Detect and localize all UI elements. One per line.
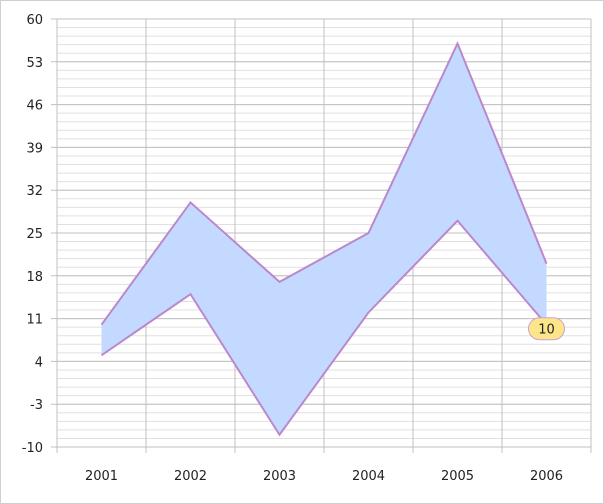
x-tick-label: 2003 bbox=[263, 469, 296, 484]
y-tick-label: 46 bbox=[26, 99, 43, 114]
y-tick-label: 39 bbox=[26, 141, 43, 156]
data-label-bubble bbox=[528, 317, 565, 341]
y-tick-label: 4 bbox=[35, 355, 43, 370]
y-tick-label: 53 bbox=[26, 56, 43, 71]
y-tick-label: 11 bbox=[26, 313, 43, 328]
y-tick-label: 60 bbox=[26, 13, 43, 28]
high-series-line bbox=[100, 40, 548, 326]
low-series-line bbox=[100, 219, 548, 437]
y-tick-label: 25 bbox=[26, 227, 43, 242]
y-tick-label: 32 bbox=[26, 184, 43, 199]
x-tick-label: 2005 bbox=[441, 469, 474, 484]
data-label: 10 bbox=[538, 323, 555, 338]
x-tick-label: 2002 bbox=[174, 469, 207, 484]
x-tick-label: 2006 bbox=[530, 469, 563, 484]
range-area-fill bbox=[101, 43, 547, 435]
y-tick-label: -3 bbox=[30, 398, 43, 413]
x-tick-label: 2004 bbox=[352, 469, 385, 484]
y-tick-label: -10 bbox=[22, 441, 43, 456]
y-tick-label: 18 bbox=[26, 270, 43, 285]
x-tick-label: 2001 bbox=[85, 469, 118, 484]
